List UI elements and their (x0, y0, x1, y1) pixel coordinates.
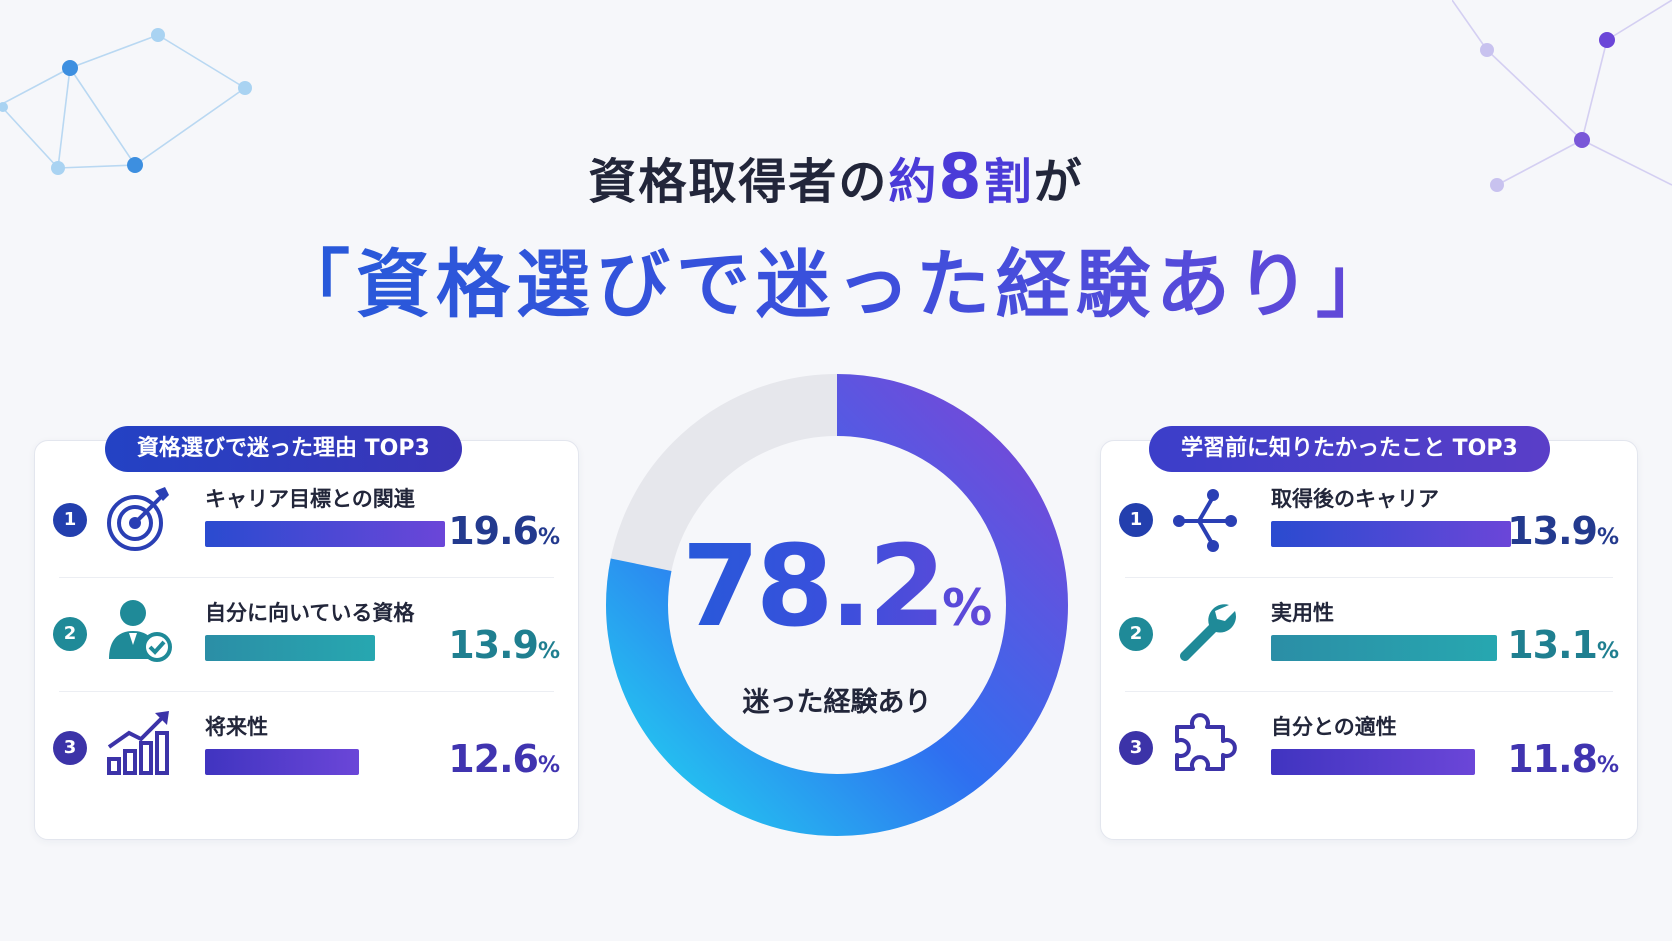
wish-row-1: 1 取得後のキャリア 13.9% (1101, 463, 1637, 577)
donut-value-arc (606, 374, 1068, 836)
donut-chart: 78.2% 迷った経験あり (594, 362, 1080, 848)
donut-value: 78.2% (594, 522, 1080, 652)
wish-bar-track (1271, 749, 1511, 775)
reason-percent-unit: % (537, 525, 560, 550)
reason-percent-value: 19.6 (448, 509, 539, 553)
rank-badge: 1 (53, 503, 87, 537)
rank-badge: 3 (1119, 731, 1153, 765)
wish-percent: 13.9% (1507, 509, 1619, 553)
reason-percent: 12.6% (448, 737, 560, 781)
donut-value-number: 78.2 (681, 522, 943, 652)
wish-label: 自分との適性 (1271, 715, 1397, 739)
headline-line-1: 資格取得者の約8割が (0, 140, 1672, 213)
rank-badge: 3 (53, 731, 87, 765)
reason-row-2: 2 自分に向いている資格 13.9% (35, 577, 578, 691)
reason-bar (205, 749, 360, 775)
donut-caption: 迷った経験あり (742, 687, 932, 718)
headline-highlight-number: 8 (938, 140, 984, 213)
headline-highlight-b: 割 (983, 154, 1034, 210)
wish-percent-value: 13.1 (1507, 623, 1598, 667)
reason-percent-value: 13.9 (448, 623, 539, 667)
reason-percent-unit: % (537, 639, 560, 664)
wish-bar-track (1271, 635, 1511, 661)
row-divider (59, 577, 554, 578)
headline-highlight-a: 約 (888, 154, 939, 210)
reasons-panel-title: 資格選びで迷った理由 TOP3 (105, 426, 462, 472)
reason-bar-track (205, 749, 445, 775)
wish-bar (1271, 521, 1511, 547)
reason-row-3: 3 将来性 12.6% (35, 691, 578, 805)
donut-center: 78.2% 迷った経験あり (594, 362, 1080, 848)
wish-bar (1271, 635, 1498, 661)
reason-bar-track (205, 635, 445, 661)
wish-bar-track (1271, 521, 1511, 547)
network-decoration-left (0, 28, 252, 175)
wish-row-3: 3 自分との適性 11.8% (1101, 691, 1637, 805)
wish-percent-value: 13.9 (1507, 509, 1598, 553)
network-decoration-right (1452, 0, 1672, 192)
row-divider (1125, 691, 1613, 692)
wish-bar (1271, 749, 1475, 775)
wishes-panel-title: 学習前に知りたかったこと TOP3 (1149, 426, 1550, 472)
rank-badge: 2 (1119, 617, 1153, 651)
headline-prefix: 資格取得者の (588, 154, 889, 210)
wish-row-2: 2 実用性 13.1% (1101, 577, 1637, 691)
rank-badge: 2 (53, 617, 87, 651)
reason-label: キャリア目標との関連 (205, 487, 415, 511)
reason-row-1: 1 キャリア目標との関連 19.6% (35, 463, 578, 577)
wish-percent: 13.1% (1507, 623, 1619, 667)
person-check-icon (109, 600, 172, 662)
wish-percent-unit: % (1596, 753, 1619, 778)
wishes-panel: 学習前に知りたかったこと TOP3 1 取得後のキャリア 13.9% 2 実用性 (1100, 426, 1638, 840)
reason-bar (205, 635, 376, 661)
wrench-icon (1180, 604, 1236, 661)
headline-line-2: 「資格選びで迷った経験あり」 (0, 225, 1672, 332)
growth-chart-icon (107, 711, 169, 775)
reason-label: 将来性 (205, 715, 268, 739)
wish-label: 実用性 (1271, 601, 1334, 625)
donut-svg (606, 374, 1068, 836)
reason-percent-unit: % (537, 753, 560, 778)
wish-percent-value: 11.8 (1507, 737, 1598, 781)
reason-bar-track (205, 521, 445, 547)
reason-percent: 13.9% (448, 623, 560, 667)
reasons-panel: 資格選びで迷った理由 TOP3 1 キャリア目標との関連 19.6% 2 自分に… (34, 426, 579, 840)
target-icon (107, 487, 169, 551)
puzzle-icon (1175, 713, 1237, 771)
wish-percent-unit: % (1596, 639, 1619, 664)
wish-label: 取得後のキャリア (1271, 487, 1439, 511)
wish-percent-unit: % (1596, 525, 1619, 550)
reason-bar (205, 521, 445, 547)
donut-value-unit: % (942, 579, 993, 637)
rank-badge: 1 (1119, 503, 1153, 537)
row-divider (59, 691, 554, 692)
reason-percent: 19.6% (448, 509, 560, 553)
headline-suffix: が (1033, 154, 1084, 210)
reason-percent-value: 12.6 (448, 737, 539, 781)
row-divider (1125, 577, 1613, 578)
reason-label: 自分に向いている資格 (205, 601, 415, 625)
wish-percent: 11.8% (1507, 737, 1619, 781)
branch-icon (1173, 489, 1237, 552)
